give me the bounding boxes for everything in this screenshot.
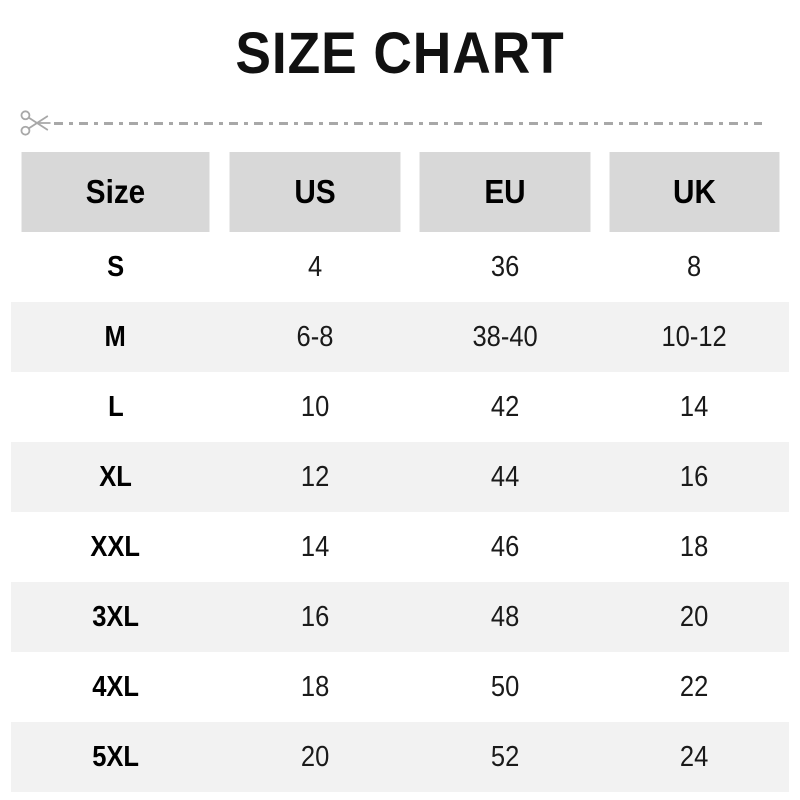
cell-us-text: 6-8 (296, 320, 334, 353)
cell-eu: 48 (410, 582, 600, 652)
cell-eu-text: 36 (490, 250, 520, 283)
cell-size: 3XL (11, 582, 220, 652)
cell-uk-text: 14 (680, 390, 709, 423)
column-header-us: US (229, 152, 401, 232)
cell-uk: 14 (600, 372, 789, 442)
cell-us-text: 12 (300, 460, 330, 493)
cell-eu: 36 (410, 232, 600, 302)
cell-size-text: S (106, 250, 125, 283)
cell-size: 5XL (11, 722, 220, 792)
cell-size-text: 5XL (92, 740, 139, 773)
cell-us: 10 (220, 372, 410, 442)
cell-eu: 42 (410, 372, 600, 442)
cell-uk-text: 16 (680, 460, 709, 493)
cell-us-text: 10 (300, 390, 330, 423)
cell-uk: 10-12 (600, 302, 789, 372)
cell-eu-text: 46 (490, 530, 520, 563)
cell-size-text: M (104, 320, 127, 353)
table-row: XXL 14 46 18 (11, 512, 789, 582)
cell-size: 4XL (11, 652, 220, 722)
cell-us-text: 14 (300, 530, 330, 563)
cell-eu: 46 (410, 512, 600, 582)
cell-size: S (11, 232, 220, 302)
cell-us: 18 (220, 652, 410, 722)
cell-eu: 38-40 (410, 302, 600, 372)
cell-size: M (11, 302, 220, 372)
cell-uk: 18 (600, 512, 789, 582)
cell-eu: 52 (410, 722, 600, 792)
cell-us-text: 18 (300, 670, 330, 703)
size-chart-table: Size US EU UK S 4 36 8 M 6-8 38-40 10-12… (11, 152, 789, 792)
cell-us: 12 (220, 442, 410, 512)
cut-dashed-line (54, 121, 762, 125)
cell-us-text: 4 (307, 250, 323, 283)
cell-uk-text: 8 (687, 250, 702, 283)
cell-size-text: 3XL (92, 600, 139, 633)
cut-here-line (18, 103, 780, 143)
table-body: S 4 36 8 M 6-8 38-40 10-12 L 10 42 14 XL… (11, 232, 789, 792)
table-row: 5XL 20 52 24 (11, 722, 789, 792)
cell-uk-text: 24 (680, 740, 709, 773)
cell-eu-text: 50 (490, 670, 520, 703)
cell-eu-text: 42 (490, 390, 520, 423)
cell-eu-text: 48 (490, 600, 520, 633)
cell-eu: 50 (410, 652, 600, 722)
cell-uk: 20 (600, 582, 789, 652)
column-header-uk: UK (609, 152, 780, 232)
cell-uk: 24 (600, 722, 789, 792)
cell-us-text: 16 (300, 600, 330, 633)
cell-us: 6-8 (220, 302, 410, 372)
cell-us-text: 20 (300, 740, 330, 773)
cell-us: 4 (220, 232, 410, 302)
cell-uk: 22 (600, 652, 789, 722)
cell-size-text: XXL (90, 530, 141, 563)
cell-eu-text: 38-40 (472, 320, 538, 353)
cell-size: XXL (11, 512, 220, 582)
cell-uk: 8 (600, 232, 789, 302)
cell-size: XL (11, 442, 220, 512)
column-header-size: Size (21, 152, 210, 232)
table-row: M 6-8 38-40 10-12 (11, 302, 789, 372)
cell-size: L (11, 372, 220, 442)
cell-eu: 44 (410, 442, 600, 512)
cell-uk-text: 22 (680, 670, 709, 703)
cell-size-text: 4XL (92, 670, 139, 703)
cell-uk: 16 (600, 442, 789, 512)
table-row: S 4 36 8 (11, 232, 789, 302)
cell-eu-text: 44 (490, 460, 520, 493)
cell-us: 16 (220, 582, 410, 652)
table-row: 3XL 16 48 20 (11, 582, 789, 652)
cell-uk-text: 10-12 (661, 320, 728, 353)
table-row: 4XL 18 50 22 (11, 652, 789, 722)
cell-us: 20 (220, 722, 410, 792)
cell-us: 14 (220, 512, 410, 582)
page-title: SIZE CHART (235, 21, 565, 86)
column-header-eu: EU (419, 152, 591, 232)
table-row: L 10 42 14 (11, 372, 789, 442)
scissors-icon (20, 110, 51, 136)
table-header-row: Size US EU UK (11, 152, 789, 232)
cell-eu-text: 52 (490, 740, 520, 773)
table-row: XL 12 44 16 (11, 442, 789, 512)
cell-uk-text: 18 (680, 530, 709, 563)
cell-size-text: L (107, 390, 124, 423)
cell-size-text: XL (99, 460, 132, 493)
cell-uk-text: 20 (680, 600, 709, 633)
